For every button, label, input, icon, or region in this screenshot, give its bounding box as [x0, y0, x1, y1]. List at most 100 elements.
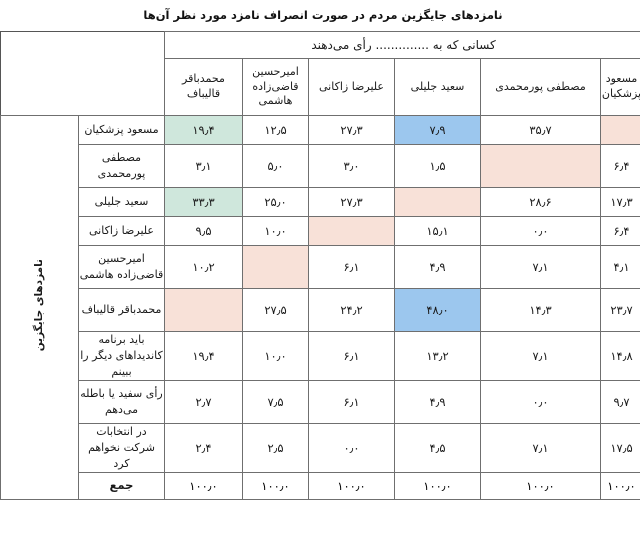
total-row-label: جمع [75, 472, 161, 499]
data-cell: ۱۷٫۵ [598, 423, 640, 472]
table-row: ۹٫۷ ۰٫۰ ۴٫۹ ۶٫۱ ۷٫۵ ۲٫۷ رأی سفید یا باطله می‌د… [0, 380, 640, 423]
header-vertical-blank [0, 59, 75, 116]
row-label: محمدباقر قالیباف [75, 289, 161, 332]
data-cell: ۲٫۵ [240, 423, 306, 472]
data-cell: ۱۵٫۱ [392, 217, 478, 246]
header-rowlabel-blank [75, 59, 161, 116]
banner-row: کسانی که به .............. رأی می‌دهند [0, 32, 640, 59]
total-cell: ۱۰۰٫۰ [306, 472, 392, 499]
column-header-ghazizadeh: امیرحسین قاضی‌زاده هاشمی [240, 59, 306, 116]
total-cell: ۱۰۰٫۰ [478, 472, 598, 499]
data-cell: ۱۲٫۵ [240, 116, 306, 145]
data-cell: ۴۸٫۰ [392, 289, 478, 332]
total-cell: ۱۰۰٫۰ [161, 472, 239, 499]
data-cell: ۶٫۱ [306, 246, 392, 289]
data-cell: ۱۳٫۲ [392, 332, 478, 381]
data-cell: ۶٫۴ [598, 217, 640, 246]
banner-spacer-2 [0, 32, 75, 59]
row-label: در انتخابات شرکت نخواهم کرد [75, 423, 161, 472]
data-cell: ۱۰٫۰ [240, 217, 306, 246]
data-cell: ۹٫۵ [161, 217, 239, 246]
data-cell: ۱۹٫۴ [161, 116, 239, 145]
data-cell [598, 116, 640, 145]
data-cell: ۳۳٫۳ [161, 188, 239, 217]
data-cell: ۶٫۴ [598, 145, 640, 188]
data-cell: ۵٫۰ [240, 145, 306, 188]
data-cell [240, 246, 306, 289]
data-cell: ۴٫۱ [598, 246, 640, 289]
column-header-ghalibaf: محمدباقر قالیباف [161, 59, 239, 116]
row-group-header: نامزدهای جایگزین [0, 116, 75, 500]
data-cell: ۳٫۰ [306, 145, 392, 188]
data-cell: ۲۴٫۲ [306, 289, 392, 332]
data-cell: ۳٫۱ [161, 145, 239, 188]
data-cell: ۲۷٫۳ [306, 188, 392, 217]
data-cell: ۷٫۱ [478, 246, 598, 289]
data-cell [161, 289, 239, 332]
data-cell: ۷٫۵ [240, 380, 306, 423]
row-label: مسعود پزشکیان [75, 116, 161, 145]
page-title: نامزدهای جایگزین مردم در صورت انصراف نام… [0, 0, 640, 23]
data-cell: ۱٫۵ [392, 145, 478, 188]
table-row: ۴٫۱ ۷٫۱ ۴٫۹ ۶٫۱ ۱۰٫۲ امیرحسین قاضی‌زاده هاشمی [0, 246, 640, 289]
total-cell: ۱۰۰٫۰ [240, 472, 306, 499]
column-header-row: مسعود پزشکیان مصطفی پورمحمدی سعید جلیلی … [0, 59, 640, 116]
data-cell: ۰٫۰ [306, 423, 392, 472]
column-header-pourmohammadi: مصطفی پورمحمدی [478, 59, 598, 116]
column-group-header: کسانی که به .............. رأی می‌دهند [161, 32, 639, 59]
data-cell: ۱۴٫۳ [478, 289, 598, 332]
table-row: ۶٫۴ ۰٫۰ ۱۵٫۱ ۱۰٫۰ ۹٫۵ علیرضا زاکانی [0, 217, 640, 246]
data-cell: ۰٫۰ [478, 380, 598, 423]
data-cell: ۷٫۹ [392, 116, 478, 145]
data-cell: ۲۸٫۶ [478, 188, 598, 217]
banner-spacer-1 [75, 32, 161, 59]
data-cell: ۱۷٫۳ [598, 188, 640, 217]
data-cell: ۱۹٫۴ [161, 332, 239, 381]
data-cell [306, 217, 392, 246]
table-row: ۶٫۴ ۱٫۵ ۳٫۰ ۵٫۰ ۳٫۱ مصطفی پورمحمدی [0, 145, 640, 188]
data-cell: ۴٫۵ [392, 423, 478, 472]
cross-tabulation-table: کسانی که به .............. رأی می‌دهند م… [0, 31, 640, 500]
data-cell: ۷٫۱ [478, 332, 598, 381]
table-row: ۳۵٫۷ ۷٫۹ ۲۷٫۳ ۱۲٫۵ ۱۹٫۴ مسعود پزشکیان نامزدهای… [0, 116, 640, 145]
data-cell: ۷٫۱ [478, 423, 598, 472]
row-label: امیرحسین قاضی‌زاده هاشمی [75, 246, 161, 289]
data-cell: ۲۷٫۳ [306, 116, 392, 145]
table-row: ۱۴٫۸ ۷٫۱ ۱۳٫۲ ۶٫۱ ۱۰٫۰ ۱۹٫۴ باید برنامه کاندید… [0, 332, 640, 381]
data-cell: ۲۵٫۰ [240, 188, 306, 217]
table-row: ۱۷٫۳ ۲۸٫۶ ۲۷٫۳ ۲۵٫۰ ۳۳٫۳ سعید جلیلی [0, 188, 640, 217]
column-header-jalili: سعید جلیلی [392, 59, 478, 116]
row-label: مصطفی پورمحمدی [75, 145, 161, 188]
column-header-zakani: علیرضا زاکانی [306, 59, 392, 116]
data-cell: ۲۳٫۷ [598, 289, 640, 332]
data-cell: ۱۰٫۰ [240, 332, 306, 381]
row-label: علیرضا زاکانی [75, 217, 161, 246]
data-cell [392, 188, 478, 217]
data-cell: ۲۷٫۵ [240, 289, 306, 332]
data-cell: ۶٫۱ [306, 332, 392, 381]
table-container: کسانی که به .............. رأی می‌دهند م… [8, 31, 640, 531]
data-cell: ۲٫۷ [161, 380, 239, 423]
data-cell: ۹٫۷ [598, 380, 640, 423]
data-cell: ۱۴٫۸ [598, 332, 640, 381]
data-cell: ۱۰٫۲ [161, 246, 239, 289]
total-row: ۱۰۰٫۰ ۱۰۰٫۰ ۱۰۰٫۰ ۱۰۰٫۰ ۱۰۰٫۰ ۱۰۰٫۰ جمع [0, 472, 640, 499]
row-group-header-text: نامزدهای جایگزین [30, 259, 42, 351]
column-header-peseshkian: مسعود پزشکیان [598, 59, 640, 116]
data-cell: ۴٫۹ [392, 246, 478, 289]
data-cell: ۲٫۴ [161, 423, 239, 472]
table-row: ۱۷٫۵ ۷٫۱ ۴٫۵ ۰٫۰ ۲٫۵ ۲٫۴ در انتخابات شرکت نخوا… [0, 423, 640, 472]
page-root: نامزدهای جایگزین مردم در صورت انصراف نام… [0, 0, 640, 539]
table-row: ۲۳٫۷ ۱۴٫۳ ۴۸٫۰ ۲۴٫۲ ۲۷٫۵ محمدباقر قالیباف [0, 289, 640, 332]
data-cell: ۰٫۰ [478, 217, 598, 246]
total-cell: ۱۰۰٫۰ [392, 472, 478, 499]
total-cell: ۱۰۰٫۰ [598, 472, 640, 499]
row-label: سعید جلیلی [75, 188, 161, 217]
row-label: باید برنامه کاندیداهای دیگر را ببینم [75, 332, 161, 381]
data-cell [478, 145, 598, 188]
data-cell: ۳۵٫۷ [478, 116, 598, 145]
row-label: رأی سفید یا باطله می‌دهم [75, 380, 161, 423]
table-body: کسانی که به .............. رأی می‌دهند م… [0, 32, 640, 500]
data-cell: ۶٫۱ [306, 380, 392, 423]
data-cell: ۴٫۹ [392, 380, 478, 423]
